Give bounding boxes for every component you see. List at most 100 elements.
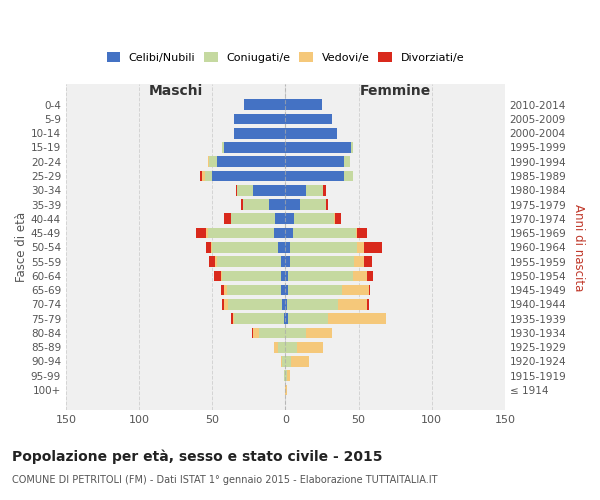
Bar <box>364 256 371 267</box>
Bar <box>244 100 286 110</box>
Bar <box>288 285 343 296</box>
Bar <box>286 328 306 338</box>
Bar <box>209 156 217 167</box>
Bar <box>241 199 243 210</box>
Bar <box>228 299 283 310</box>
Bar <box>369 285 370 296</box>
Bar <box>286 314 288 324</box>
Bar <box>351 142 353 153</box>
Bar <box>306 185 323 196</box>
Bar <box>196 228 206 238</box>
Bar <box>236 185 237 196</box>
Bar <box>205 170 212 181</box>
Bar <box>278 342 286 352</box>
Bar <box>202 170 205 181</box>
Bar <box>224 214 231 224</box>
Bar <box>353 270 367 281</box>
Bar <box>224 285 227 296</box>
Bar <box>206 228 208 238</box>
Bar <box>288 270 353 281</box>
Bar <box>286 242 290 252</box>
Bar <box>206 242 211 252</box>
Bar <box>286 128 337 138</box>
Bar <box>237 185 253 196</box>
Bar <box>287 370 290 381</box>
Bar <box>344 170 353 181</box>
Bar <box>294 214 334 224</box>
Y-axis label: Anni di nascita: Anni di nascita <box>572 204 585 291</box>
Bar <box>323 185 326 196</box>
Bar <box>306 328 332 338</box>
Text: Maschi: Maschi <box>149 84 203 98</box>
Legend: Celibi/Nubili, Coniugati/e, Vedovi/e, Divorziati/e: Celibi/Nubili, Coniugati/e, Vedovi/e, Di… <box>102 48 469 68</box>
Bar <box>367 299 369 310</box>
Bar <box>354 256 364 267</box>
Bar <box>234 114 286 124</box>
Bar <box>286 285 288 296</box>
Bar <box>275 214 286 224</box>
Bar <box>214 270 221 281</box>
Bar <box>281 285 286 296</box>
Bar <box>211 242 212 252</box>
Bar <box>286 384 287 396</box>
Bar <box>367 270 373 281</box>
Bar <box>243 199 269 210</box>
Bar <box>284 314 286 324</box>
Bar <box>290 256 354 267</box>
Bar <box>286 299 287 310</box>
Bar <box>288 314 328 324</box>
Bar <box>252 328 253 338</box>
Bar <box>253 185 286 196</box>
Bar <box>212 242 278 252</box>
Bar <box>328 314 386 324</box>
Bar <box>335 214 341 224</box>
Bar <box>212 170 286 181</box>
Bar <box>300 199 326 210</box>
Text: Popolazione per età, sesso e stato civile - 2015: Popolazione per età, sesso e stato civil… <box>12 450 383 464</box>
Bar <box>286 156 344 167</box>
Bar <box>224 299 228 310</box>
Bar <box>234 314 284 324</box>
Bar <box>286 356 291 367</box>
Text: COMUNE DI PETRITOLI (FM) - Dati ISTAT 1° gennaio 2015 - Elaborazione TUTTAITALIA: COMUNE DI PETRITOLI (FM) - Dati ISTAT 1°… <box>12 475 437 485</box>
Bar <box>287 299 338 310</box>
Bar <box>217 256 281 267</box>
Bar <box>281 356 283 367</box>
Bar <box>356 228 357 238</box>
Bar <box>274 342 278 352</box>
Bar <box>286 228 293 238</box>
Bar <box>286 270 288 281</box>
Bar <box>286 256 290 267</box>
Bar <box>286 142 351 153</box>
Bar <box>217 156 286 167</box>
Bar <box>253 328 259 338</box>
Bar <box>286 170 344 181</box>
Bar <box>200 170 202 181</box>
Bar <box>286 199 300 210</box>
Bar <box>286 100 322 110</box>
Bar <box>357 228 367 238</box>
Bar <box>281 270 286 281</box>
Bar <box>209 256 215 267</box>
Bar <box>208 228 274 238</box>
Bar <box>286 185 306 196</box>
Bar <box>364 242 382 252</box>
Bar <box>221 285 224 296</box>
Bar <box>233 314 234 324</box>
Bar <box>234 128 286 138</box>
Bar <box>221 270 223 281</box>
Bar <box>338 299 367 310</box>
Bar <box>215 256 217 267</box>
Bar <box>283 299 286 310</box>
Bar <box>281 256 286 267</box>
Bar <box>326 199 328 210</box>
Bar <box>274 228 286 238</box>
Bar <box>357 242 364 252</box>
Bar <box>223 270 281 281</box>
Bar <box>290 242 357 252</box>
Bar <box>297 342 323 352</box>
Bar <box>227 285 281 296</box>
Bar <box>278 242 286 252</box>
Bar <box>223 142 224 153</box>
Bar <box>343 285 369 296</box>
